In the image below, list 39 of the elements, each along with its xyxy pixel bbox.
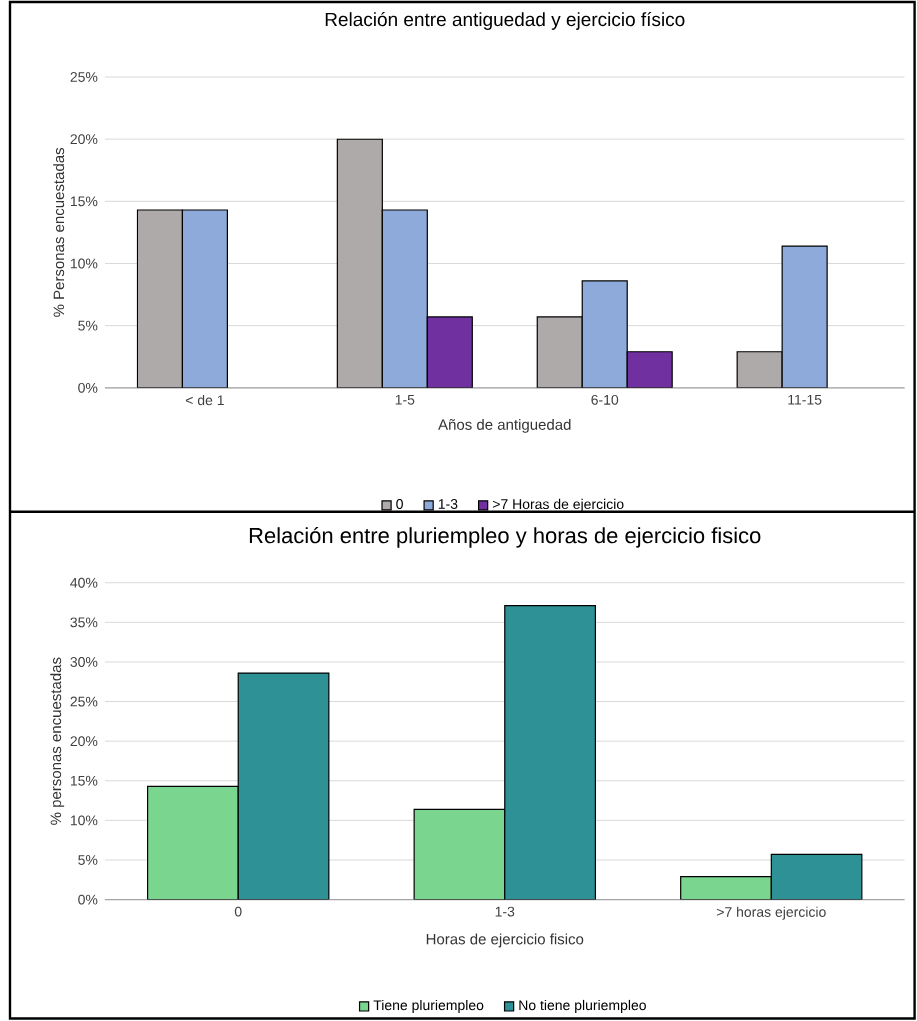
bar [626,351,673,388]
y-tick-label: 5% [78,855,98,865]
legend-label: 0 [396,499,404,509]
bar [426,316,474,388]
y-tick-label: 15% [71,196,98,207]
y-tick-label: 40% [70,577,98,588]
x-tick-label: 11-15 [788,394,822,405]
y-axis-title: % personas encuestadas [50,657,65,825]
bar [137,209,184,388]
y-axis-title: % Personas encuestadas [53,147,65,317]
x-tick-label: 6-10 [591,394,619,405]
chart-title: Relación entre pluriempleo y horas de ejercicio fisico [250,526,761,548]
legend-label: 1-3 [439,499,458,509]
bar [536,316,584,388]
y-tick-label: 15% [71,775,98,786]
bar [336,138,384,388]
x-axis-title: Años de antiguedad [438,418,571,433]
legend-label: Tiene pluriempleo [373,999,484,1013]
x-tick-label: < de 1 [186,394,225,406]
y-tick-label: 30% [70,657,98,667]
x-tick-label: 0 [235,906,242,917]
chart-title: Relación entre antiguedad y ejercicio físico [326,11,685,30]
y-tick-label: 10% [71,815,98,826]
x-axis-title: Horas de ejercicio fisico [427,933,584,948]
y-tick-label: 20% [70,736,98,747]
legend-label: No tiene pluriempleo [519,999,647,1013]
y-tick-label: 25% [70,72,98,82]
y-tick-label: 35% [70,617,98,628]
y-tick-label: 20% [70,134,98,145]
y-tick-label: 25% [70,696,98,707]
x-tick-label: 1-3 [495,906,515,917]
y-tick-label: 0% [78,382,98,393]
bar [736,351,783,388]
y-tick-label: 5% [78,320,98,331]
legend-label: >7 Horas de ejercicio [493,498,624,512]
x-tick-label: >7 horas ejercicio [717,906,826,920]
y-tick-label: 0% [78,894,98,905]
y-tick-label: 10% [71,258,98,269]
x-tick-label: 1-5 [395,394,415,405]
